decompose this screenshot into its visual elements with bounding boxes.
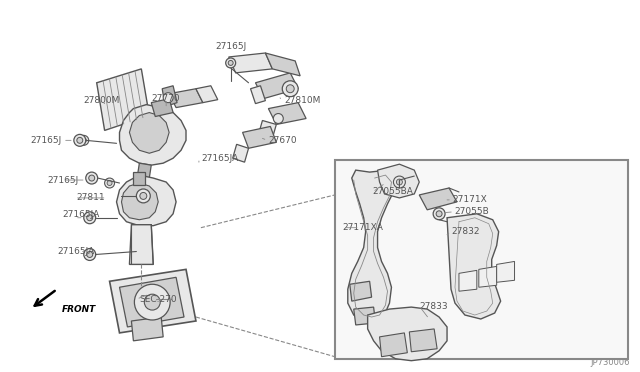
Text: 27800M: 27800M (83, 96, 120, 105)
Polygon shape (259, 121, 276, 138)
Circle shape (84, 248, 96, 260)
Polygon shape (169, 89, 203, 108)
Polygon shape (233, 144, 248, 162)
Circle shape (436, 211, 442, 217)
Polygon shape (348, 170, 396, 323)
Polygon shape (97, 69, 149, 131)
Polygon shape (116, 175, 176, 226)
Polygon shape (350, 281, 372, 301)
Circle shape (81, 138, 86, 143)
Polygon shape (378, 164, 419, 198)
Circle shape (79, 135, 89, 145)
Circle shape (74, 134, 86, 146)
Polygon shape (255, 73, 298, 99)
Text: 27165JA: 27165JA (201, 154, 238, 163)
Text: 27811: 27811 (77, 193, 106, 202)
Polygon shape (122, 183, 158, 220)
Circle shape (84, 212, 96, 224)
Polygon shape (196, 86, 218, 103)
Circle shape (145, 294, 160, 310)
Polygon shape (419, 188, 457, 210)
Polygon shape (447, 214, 500, 319)
Polygon shape (459, 270, 477, 291)
Polygon shape (162, 86, 177, 107)
Polygon shape (109, 269, 196, 333)
Text: 27165J: 27165J (30, 136, 61, 145)
Circle shape (286, 85, 294, 93)
Circle shape (394, 176, 405, 188)
Circle shape (226, 58, 236, 68)
Polygon shape (133, 172, 145, 185)
Circle shape (136, 189, 150, 203)
Polygon shape (410, 329, 437, 352)
Polygon shape (129, 225, 153, 264)
Polygon shape (120, 277, 184, 327)
Polygon shape (228, 53, 273, 73)
Circle shape (282, 81, 298, 97)
Circle shape (163, 93, 173, 103)
Circle shape (86, 172, 98, 184)
Circle shape (87, 251, 93, 257)
Text: 27171X: 27171X (452, 195, 487, 204)
Text: JP730006: JP730006 (590, 357, 630, 367)
Polygon shape (479, 266, 497, 287)
Circle shape (273, 113, 284, 124)
Text: 27165JA: 27165JA (62, 210, 99, 219)
Polygon shape (131, 317, 163, 341)
Text: 27055B: 27055B (454, 207, 489, 216)
Circle shape (89, 175, 95, 181)
Text: 27165J: 27165J (215, 42, 246, 51)
Polygon shape (129, 113, 169, 153)
Circle shape (433, 208, 445, 220)
Text: 27810M: 27810M (284, 96, 321, 105)
Polygon shape (354, 307, 376, 325)
Polygon shape (497, 262, 515, 282)
Polygon shape (120, 105, 186, 165)
Text: SEC.270: SEC.270 (140, 295, 177, 304)
Polygon shape (243, 126, 276, 148)
Text: 27770: 27770 (152, 94, 180, 103)
Polygon shape (250, 86, 266, 104)
Polygon shape (138, 163, 151, 178)
Text: 27165JA: 27165JA (57, 247, 94, 256)
Polygon shape (151, 99, 173, 116)
Circle shape (104, 178, 115, 188)
Text: 27055BA: 27055BA (372, 187, 413, 196)
Circle shape (77, 137, 83, 143)
Circle shape (87, 215, 93, 221)
Bar (335, 160, 628, 359)
Text: 27171XA: 27171XA (343, 223, 384, 232)
Polygon shape (266, 53, 300, 76)
Text: 27165J: 27165J (47, 176, 78, 185)
Circle shape (107, 180, 112, 186)
Circle shape (140, 192, 147, 199)
Polygon shape (268, 103, 306, 125)
Text: FRONT: FRONT (62, 305, 96, 314)
Polygon shape (380, 333, 407, 357)
Polygon shape (367, 307, 447, 361)
Circle shape (228, 60, 233, 65)
Text: 27670: 27670 (268, 136, 297, 145)
Circle shape (396, 179, 403, 185)
Text: 27832: 27832 (451, 227, 479, 236)
Circle shape (134, 284, 170, 320)
Text: 27833: 27833 (419, 302, 448, 311)
